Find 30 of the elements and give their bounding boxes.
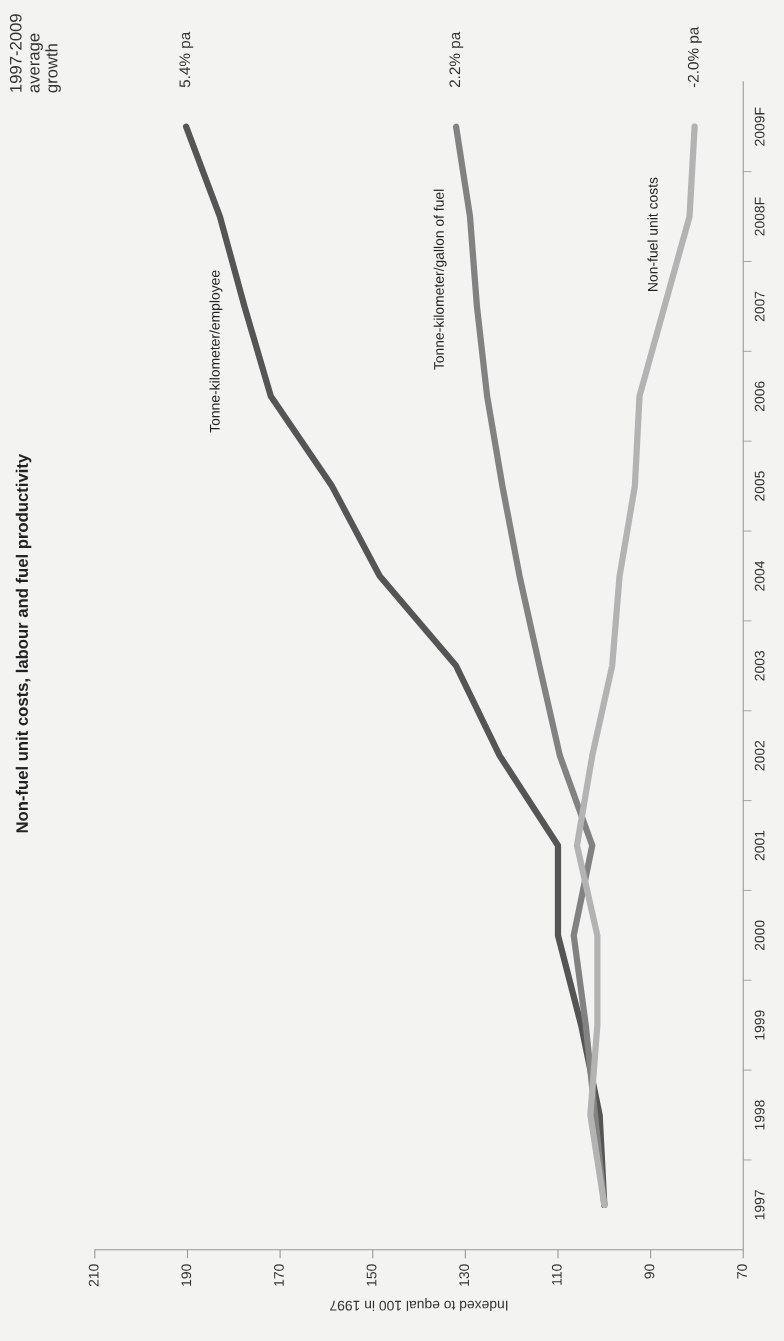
y-tick-label: 2009F [754, 107, 765, 146]
text: Non-fuel unit costs, labour and fuel productivity [15, 453, 32, 833]
x-tick-label: 150 [366, 1264, 377, 1286]
x-axis-title: Indexed to equal 100 in 1997 [330, 1297, 508, 1311]
y-tick-label: 2005 [754, 471, 765, 501]
text: Non-fuel unit costs [647, 177, 658, 291]
annotation: 2.2% pa [449, 31, 464, 88]
x-tick-label: 90 [644, 1264, 655, 1279]
x-tick-label: 130 [459, 1264, 470, 1286]
x-tick-label: 190 [181, 1264, 192, 1286]
y-tick-label: 2002 [754, 740, 765, 771]
y-tick-label: 2001 [754, 830, 765, 861]
x-tick-label: 70 [737, 1264, 747, 1279]
y-tick-label: 2007 [754, 291, 765, 322]
y-tick-label: 1998 [754, 1100, 765, 1130]
x-tick-label: 170 [274, 1264, 284, 1286]
x-tick-label: 110 [551, 1264, 562, 1285]
y-tick-label: 2008F [754, 197, 765, 236]
y-tick-label: 2004 [754, 560, 765, 591]
y-tick-label: 2003 [754, 650, 765, 681]
annotation: -2.0% pa [687, 26, 702, 88]
annotation: 5.4% pa [179, 31, 194, 88]
text: Tonne-kilometer/gallon of fuel [433, 189, 447, 370]
y-tick-label: 1999 [754, 1010, 765, 1040]
y-tick-label: 2006 [754, 381, 765, 412]
text: 1997-2009 average growth [9, 14, 61, 93]
text: Tonne-kilometer/employee [209, 270, 223, 433]
y-tick-label: 1997 [754, 1190, 765, 1220]
y-tick-label: 2000 [754, 920, 765, 951]
x-tick-label: 210 [88, 1264, 99, 1287]
